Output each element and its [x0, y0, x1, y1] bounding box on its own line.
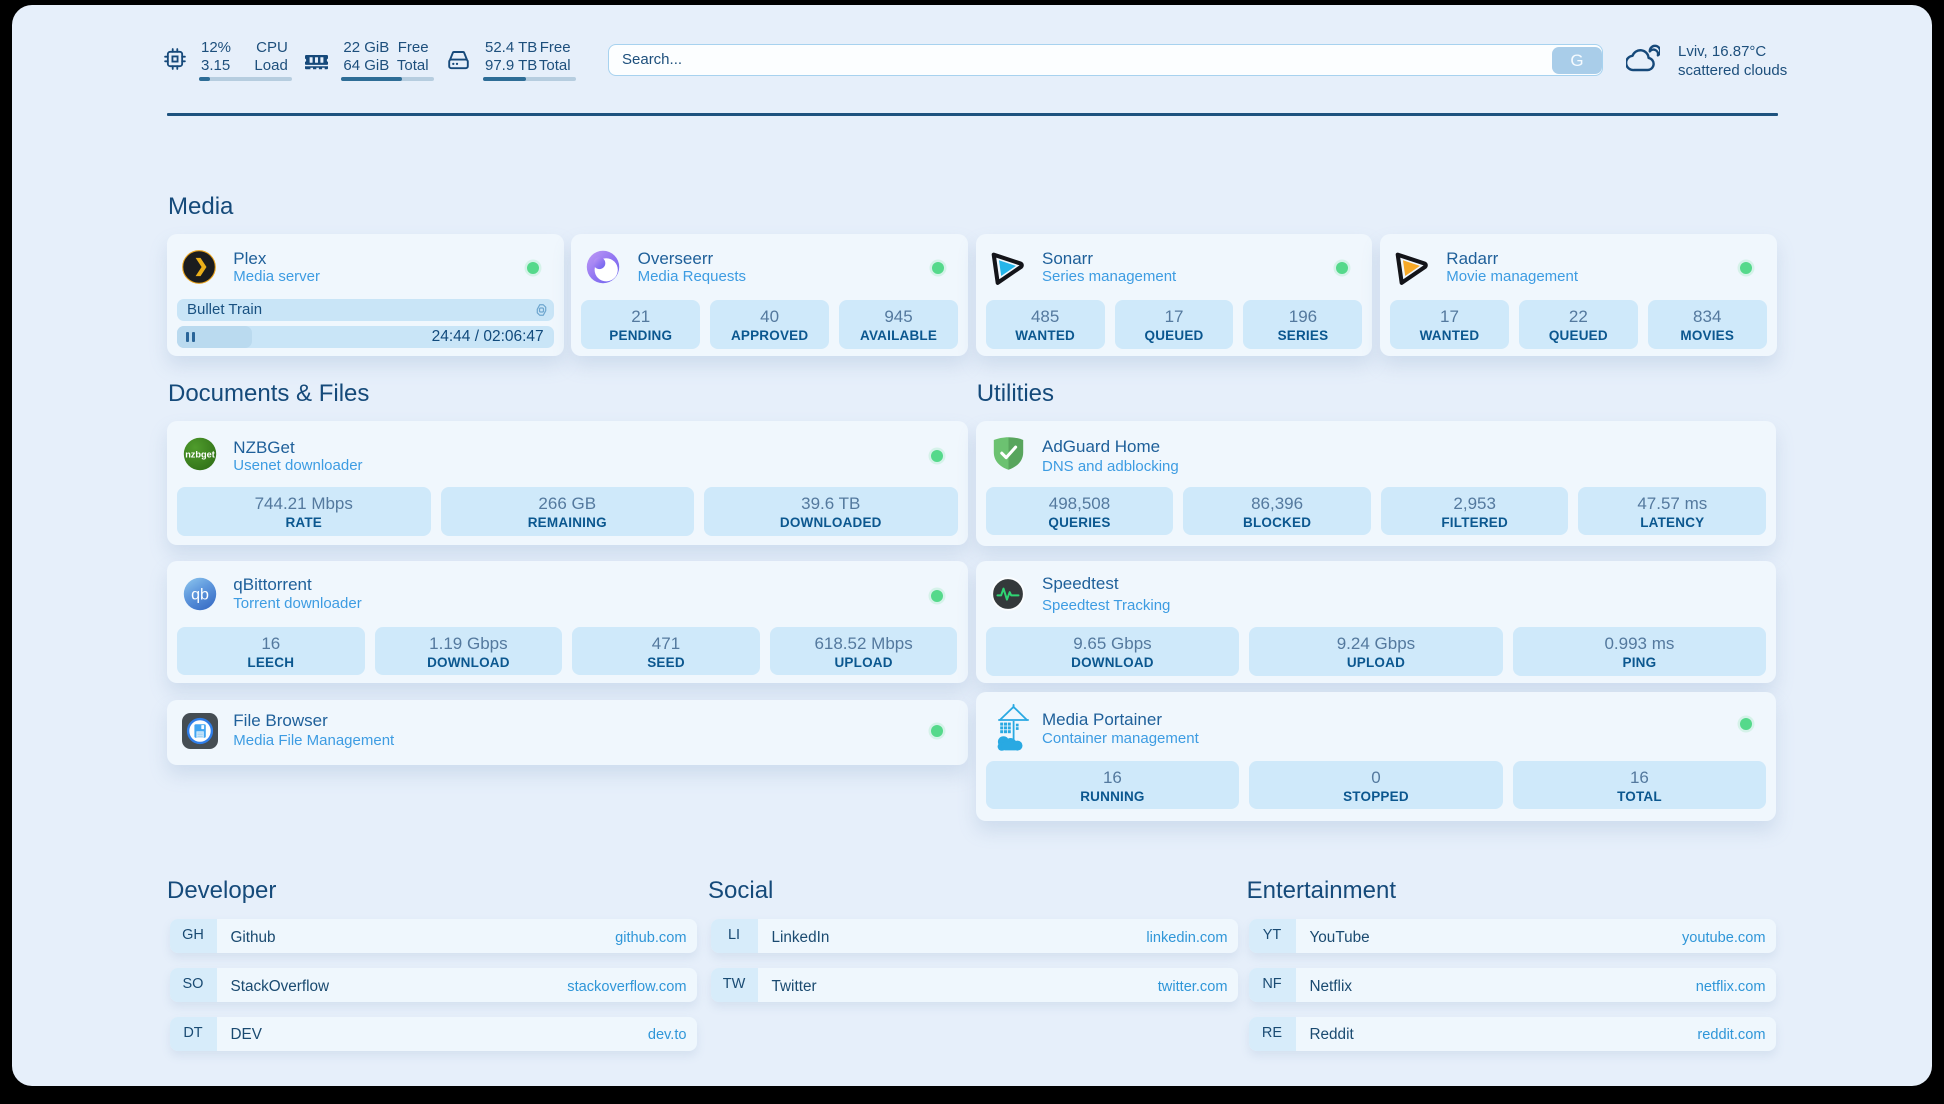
svg-text:qb: qb: [191, 586, 209, 603]
svg-text:nzbget: nzbget: [185, 450, 215, 460]
